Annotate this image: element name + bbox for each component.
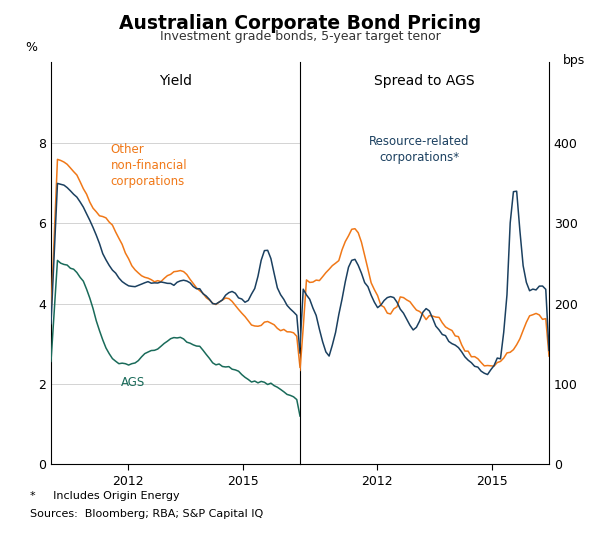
Text: Australian Corporate Bond Pricing: Australian Corporate Bond Pricing: [119, 14, 481, 33]
Text: Yield: Yield: [159, 74, 192, 89]
Text: Spread to AGS: Spread to AGS: [374, 74, 475, 89]
Text: Other
non-financial
corporations: Other non-financial corporations: [111, 143, 187, 188]
Text: AGS: AGS: [121, 376, 145, 389]
Y-axis label: %: %: [25, 41, 37, 54]
Text: Sources:  Bloomberg; RBA; S&P Capital IQ: Sources: Bloomberg; RBA; S&P Capital IQ: [30, 509, 263, 519]
Text: Resource-related
corporations*: Resource-related corporations*: [369, 135, 470, 164]
Text: *     Includes Origin Energy: * Includes Origin Energy: [30, 491, 179, 501]
Y-axis label: bps: bps: [563, 54, 585, 67]
Text: Investment grade bonds, 5-year target tenor: Investment grade bonds, 5-year target te…: [160, 30, 440, 43]
